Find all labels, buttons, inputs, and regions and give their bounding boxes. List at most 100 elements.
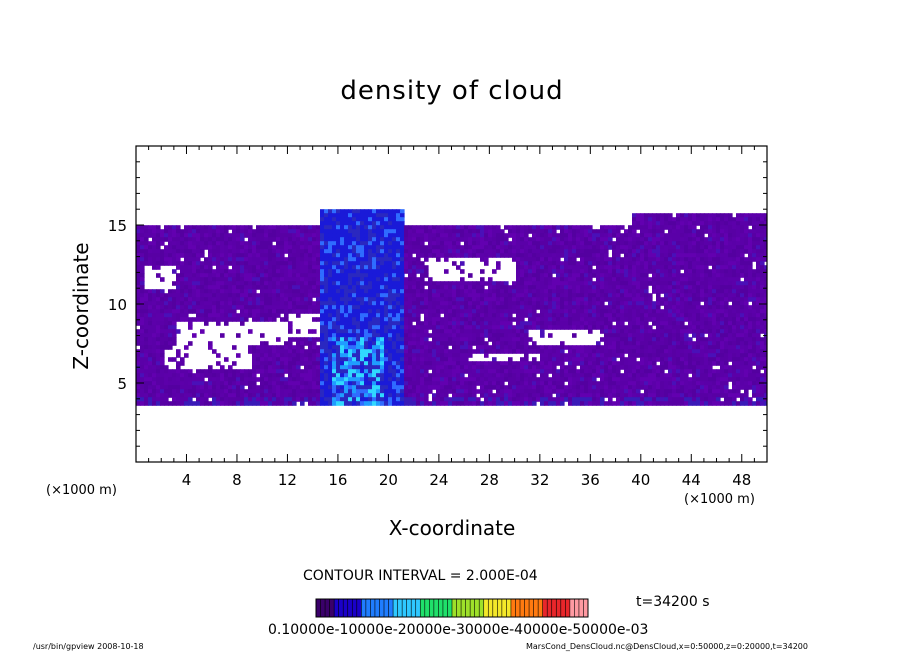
cloud-cell (280, 225, 285, 230)
cloud-cell (204, 237, 209, 242)
cloud-cell (596, 233, 601, 238)
cloud-cell (588, 321, 593, 326)
cloud-cell (412, 353, 417, 358)
cloud-cell (396, 249, 401, 254)
cloud-cell (136, 269, 141, 274)
cloud-cell (448, 309, 453, 314)
cloud-cell (156, 353, 161, 358)
cloud-cell (324, 317, 329, 322)
cloud-cell (748, 341, 753, 346)
cloud-cell (528, 349, 533, 354)
cloud-cell (732, 269, 737, 274)
cloud-cell (484, 253, 489, 258)
cloud-cell (604, 333, 609, 338)
cloud-cell (580, 309, 585, 314)
cloud-cell (260, 317, 265, 322)
cloud-cell (436, 257, 441, 262)
cloud-cell (676, 293, 681, 298)
cloud-cell (304, 281, 309, 286)
cloud-cell (232, 313, 237, 318)
cloud-cell (492, 233, 497, 238)
cloud-cell (364, 349, 369, 354)
cloud-cell (316, 293, 321, 298)
cloud-cell (608, 241, 613, 246)
cloud-cell (500, 233, 505, 238)
cloud-cell (136, 249, 141, 254)
cloud-cell (504, 253, 509, 258)
cloud-cell (724, 321, 729, 326)
cloud-cell (764, 253, 767, 258)
cloud-cell (608, 341, 613, 346)
cloud-cell (264, 349, 269, 354)
cloud-cell (560, 309, 565, 314)
cloud-cell (436, 297, 441, 302)
cloud-cell (292, 229, 297, 234)
cloud-cell (356, 229, 361, 234)
cloud-cell (572, 305, 577, 310)
cloud-cell (212, 261, 217, 266)
cloud-cell (304, 309, 309, 314)
cloud-cell (472, 245, 477, 250)
cloud-cell (420, 301, 425, 306)
cloud-cell (344, 305, 349, 310)
cloud-cell (576, 317, 581, 322)
cloud-cell (668, 321, 673, 326)
cloud-cell (748, 325, 753, 330)
cloud-cell (136, 313, 141, 318)
cloud-cell (700, 277, 705, 282)
cloud-cell (428, 229, 433, 234)
cloud-cell (624, 241, 629, 246)
cloud-cell (476, 229, 481, 234)
cloud-cell (420, 249, 425, 254)
cloud-cell (424, 313, 429, 318)
cloud-cell (708, 345, 713, 350)
cloud-cell (752, 301, 757, 306)
cloud-cell (556, 281, 561, 286)
cloud-cell (568, 237, 573, 242)
cloud-cell (476, 281, 481, 286)
cloud-cell (452, 345, 457, 350)
cloud-cell (460, 301, 465, 306)
cloud-cell (336, 281, 341, 286)
cloud-cell (456, 301, 461, 306)
cloud-cell (416, 281, 421, 286)
cloud-cell (192, 289, 197, 294)
cloud-cell (272, 273, 277, 278)
cloud-cell (336, 317, 341, 322)
cloud-cell (324, 353, 329, 358)
cloud-cell (288, 229, 293, 234)
cloud-cell (668, 349, 673, 354)
cloud-cell (600, 357, 605, 362)
cloud-cell (284, 241, 289, 246)
cloud-cell (180, 277, 185, 282)
cloud-cell (244, 301, 249, 306)
cloud-cell (144, 305, 149, 310)
cloud-cell (224, 321, 229, 326)
cloud-cell (388, 265, 393, 270)
cloud-cell (280, 265, 285, 270)
cloud-cell (296, 289, 301, 294)
cloud-cell (456, 237, 461, 242)
cloud-cell (416, 361, 421, 366)
cloud-cell (276, 245, 281, 250)
cloud-cell (216, 289, 221, 294)
cloud-cell (680, 333, 685, 338)
cloud-cell (576, 241, 581, 246)
cloud-cell (684, 293, 689, 298)
cloud-cell (164, 261, 169, 266)
cloud-cell (296, 361, 301, 366)
cloud-cell (716, 241, 721, 246)
cloud-cell (216, 249, 221, 254)
cloud-cell (604, 241, 609, 246)
cloud-cell (608, 273, 613, 278)
cloud-cell (332, 345, 337, 350)
cloud-cell (664, 237, 669, 242)
cloud-cell (208, 301, 213, 306)
cloud-cell (756, 229, 761, 234)
cloud-cell (152, 345, 157, 350)
cloud-cell (536, 245, 541, 250)
cloud-cell (220, 281, 225, 286)
cloud-cell (396, 313, 401, 318)
cloud-cell (388, 281, 393, 286)
cloud-cell (500, 341, 505, 346)
